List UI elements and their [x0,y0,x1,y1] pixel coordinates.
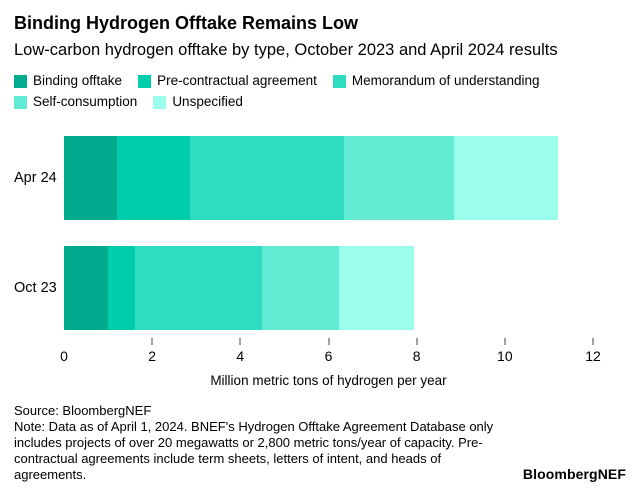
bar-segment [108,246,135,331]
bar-track [64,246,593,331]
category-label: Apr 24 [14,170,57,187]
legend-item: Pre-contractual agreement [138,73,317,89]
x-axis-tick-label: 2 [148,348,157,365]
legend-swatch [14,95,27,109]
chart-title: Binding Hydrogen Offtake Remains Low [14,13,359,33]
bar-group: Apr 24 Oct 23 [14,136,593,331]
x-axis-title: Million metric tons of hydrogen per year [210,373,447,389]
bar-track [64,136,593,221]
bar-segment [339,246,415,331]
bar-segment [64,246,109,331]
x-axis-tick-label: 4 [236,348,245,365]
x-axis-tick [239,338,241,346]
x-axis-tick-label: 10 [497,348,513,365]
x-axis-tick-label: 12 [585,348,601,365]
x-axis-tick [416,338,418,346]
brand-wordmark: BloombergNEF [522,466,626,483]
bar-segment [343,136,455,221]
bar-segment [262,246,340,331]
chart-subtitle: Low-carbon hydrogen offtake by type, Oct… [14,40,558,59]
chart-legend: Binding offtake Pre-contractual agreement… [0,73,640,110]
x-axis-tick-label: 0 [60,348,68,365]
bar-row: Apr 24 [14,136,593,221]
note-text: Note: Data as of April 1, 2024. BNEF's H… [14,419,494,483]
x-axis-tick [504,338,506,346]
legend-label: Memorandum of understanding [351,73,540,89]
bar-segment [454,136,558,221]
category-label: Oct 23 [14,280,57,297]
legend-swatch [14,74,27,88]
bar-segment [64,136,117,221]
legend-item: Self-consumption [14,94,137,110]
legend-swatch [153,95,167,109]
x-axis: 0 2 4 6 8 10 12 [60,338,601,365]
x-axis-tick-label: 6 [324,348,333,365]
x-axis-tick [151,338,153,346]
legend-label: Self-consumption [33,94,138,110]
x-axis-tick [328,338,329,346]
chart-footer: Source: BloombergNEF Note: Data as of Ap… [0,403,640,483]
x-axis-tick [592,338,594,346]
source-text: Source: BloombergNEF [14,403,152,419]
chart-header: Binding Hydrogen Offtake Remains Low Low… [0,13,640,60]
bar-segment [116,136,190,221]
bar-segment [134,246,263,331]
legend-item: Binding offtake [14,73,122,89]
plot-area: Apr 24 Oct 23 0 2 4 6 8 10 12 Million metric to… [0,136,640,388]
legend-item: Memorandum of understanding [332,73,540,89]
legend-label: Binding offtake [33,73,123,89]
legend-label: Pre-contractual agreement [157,73,317,89]
bar-row: Oct 23 [14,246,593,331]
legend-label: Unspecified [172,94,243,110]
legend-item: Unspecified [153,94,243,110]
legend-swatch [138,74,152,88]
bar-segment [189,136,344,221]
legend-swatch [332,74,346,88]
x-axis-tick-label: 8 [412,348,421,365]
